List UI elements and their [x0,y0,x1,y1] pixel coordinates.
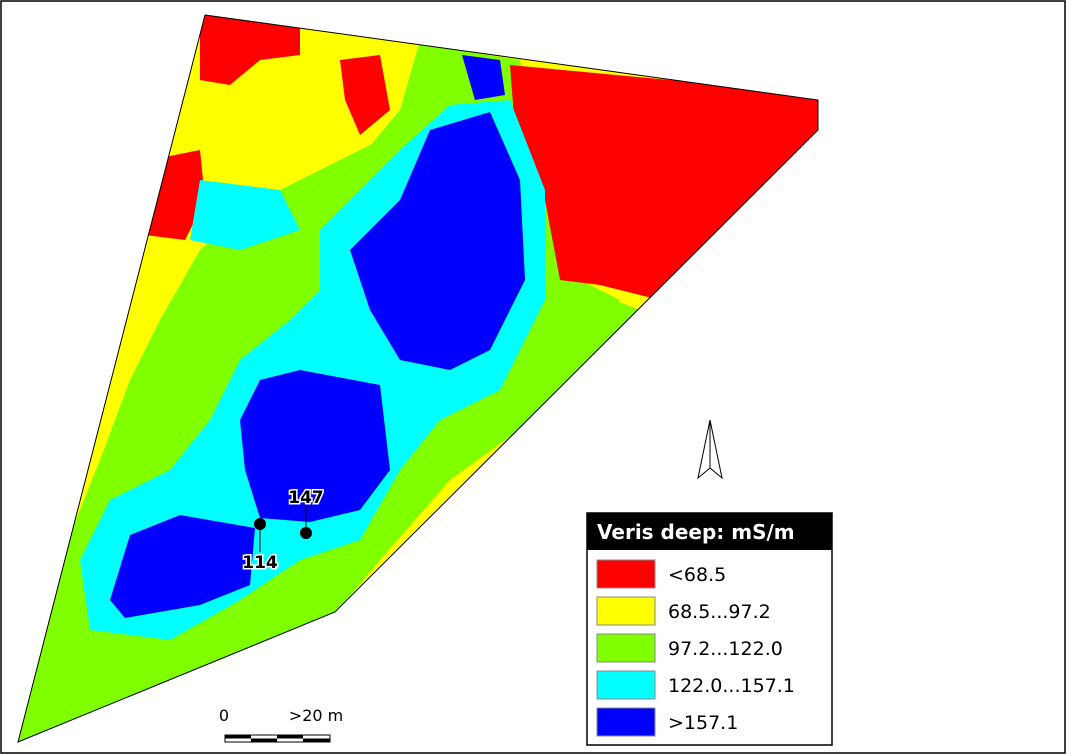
legend-swatch [597,560,655,588]
legend-swatch [597,634,655,662]
sample-point [254,518,266,530]
point-label: 114 [242,553,278,573]
sample-point [300,527,312,539]
legend-swatch [597,597,655,625]
legend-label: 97.2...122.0 [668,638,783,660]
legend-swatch [597,708,655,736]
map-view: 147 114 0 >20 m Veris deep: mS/m <68.5 68… [0,0,1066,754]
legend-label: >157.1 [668,712,738,734]
legend: Veris deep: mS/m <68.5 68.5...97.2 97.2...… [587,513,832,745]
legend-label: 122.0...157.1 [668,675,795,697]
scale-start: 0 [219,706,229,725]
legend-label: 68.5...97.2 [668,601,771,623]
scale-bar [225,735,330,742]
scale-end: >20 m [289,706,343,725]
legend-label: <68.5 [668,564,726,586]
legend-swatch [597,671,655,699]
legend-title: Veris deep: mS/m [597,520,795,544]
point-label: 147 [288,488,324,508]
